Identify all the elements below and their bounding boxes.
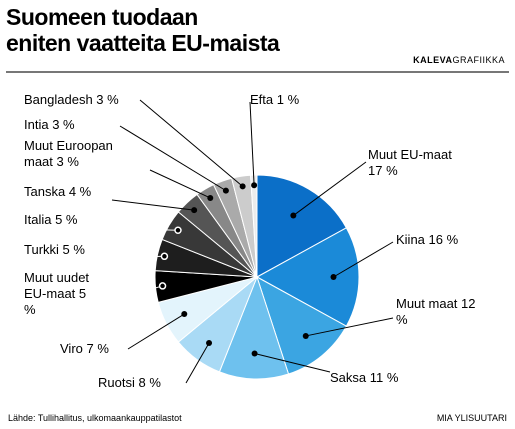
value-label: 11 %: [369, 370, 399, 385]
leader-line: [111, 199, 195, 211]
leader-line: [293, 161, 367, 216]
category-label: Ruotsi: [98, 375, 135, 390]
slice-label: Saksa 11 %: [330, 370, 440, 386]
category-label: Kiina: [396, 232, 425, 247]
title-line: Suomeen tuodaan: [6, 4, 198, 30]
title-line: eniten vaatteita EU-maista: [6, 30, 280, 56]
slice-label: Muut uudet EU-maat 5 %: [24, 270, 94, 318]
slice-label: Muut maat 12 %: [396, 296, 486, 328]
category-label: Saksa: [330, 370, 367, 385]
leader-line: [119, 125, 227, 192]
category-label: Bangladesh: [24, 92, 93, 107]
value-label: 3 %: [52, 117, 75, 132]
value-label: 7 %: [86, 341, 109, 356]
slice-label: Ruotsi 8 %: [98, 375, 198, 391]
category-label: Muut maat: [396, 296, 458, 311]
value-label: 8 %: [138, 375, 161, 390]
category-label: Tanska: [24, 184, 66, 199]
leader-dot: [222, 187, 229, 194]
leader-line: [333, 241, 394, 278]
leader-dot: [207, 194, 214, 201]
category-label: Viro: [60, 341, 83, 356]
value-label: 1 %: [276, 92, 300, 107]
value-label: 5 %: [62, 242, 85, 257]
slice-label: Viro 7 %: [60, 341, 160, 357]
leader-dot: [174, 226, 182, 235]
value-label: 5 %: [55, 212, 78, 227]
leader-dot: [160, 252, 169, 261]
leader-line: [95, 255, 165, 259]
category-label: Muut Euroopan maat: [24, 138, 113, 169]
leader-dot: [290, 212, 297, 219]
value-label: 16 %: [428, 232, 459, 247]
slice-label: Intia 3 %: [24, 117, 134, 133]
leader-line: [185, 342, 210, 384]
leader-line: [254, 352, 331, 373]
pie-slice: [218, 275, 290, 380]
slice-label: Muut Euroopan maat 3 %: [24, 138, 134, 170]
value-label: 3 %: [56, 154, 79, 169]
value-label: 12 %: [396, 296, 476, 327]
leader-line: [127, 313, 185, 350]
leader-dot: [302, 332, 309, 339]
category-label: Turkki: [24, 242, 59, 257]
leader-line: [129, 285, 163, 296]
leader-dot: [181, 311, 188, 318]
source: Lähde: Tullihallitus, ulkomaankauppatila…: [8, 413, 182, 423]
value-label: 3 %: [96, 92, 119, 107]
value-label: 4 %: [68, 184, 92, 199]
leader-dot: [191, 207, 198, 214]
slice-label: Muut EU-maat 17 %: [368, 147, 468, 179]
leader-line: [139, 99, 243, 187]
value-label: 5 %: [24, 286, 87, 317]
rule: [6, 71, 509, 73]
leader-dot: [330, 274, 337, 280]
category-label: Efta: [250, 92, 274, 107]
leader-dot: [206, 340, 213, 347]
brand: KALEVAGRAFIIKKA: [413, 55, 505, 65]
slice-label: Turkki 5 %: [24, 242, 134, 258]
slice-label: Efta 1 %: [250, 92, 330, 108]
category-label: Intia: [24, 117, 49, 132]
category-label: Muut uudet EU-maat: [24, 270, 90, 301]
brand-name: KALEVA: [413, 55, 453, 65]
leader-line: [305, 317, 394, 337]
title: Suomeen tuodaan eniten vaatteita EU-mais…: [6, 4, 280, 56]
slice-label: Kiina 16 %: [396, 232, 496, 248]
leader-dot: [239, 183, 246, 190]
category-label: Italia: [24, 212, 52, 227]
leader-line: [95, 227, 178, 231]
leader-dot: [251, 350, 258, 357]
pie-slice: [256, 275, 348, 375]
slice-label: Tanska 4 %: [24, 184, 134, 200]
slice-label: Bangladesh 3 %: [24, 92, 144, 108]
pie-slice: [255, 227, 360, 327]
author: MIA YLISUUTARI: [436, 413, 507, 423]
pie-slice: [256, 174, 348, 278]
leader-line: [249, 101, 255, 186]
leader-dot: [158, 282, 167, 290]
leader-dot: [251, 182, 258, 189]
slice-label: Italia 5 %: [24, 212, 134, 228]
leader-line: [149, 169, 211, 199]
brand-suffix: GRAFIIKKA: [452, 55, 505, 65]
value-label: 17 %: [368, 163, 398, 178]
category-label: Muut EU-maat: [368, 147, 452, 162]
